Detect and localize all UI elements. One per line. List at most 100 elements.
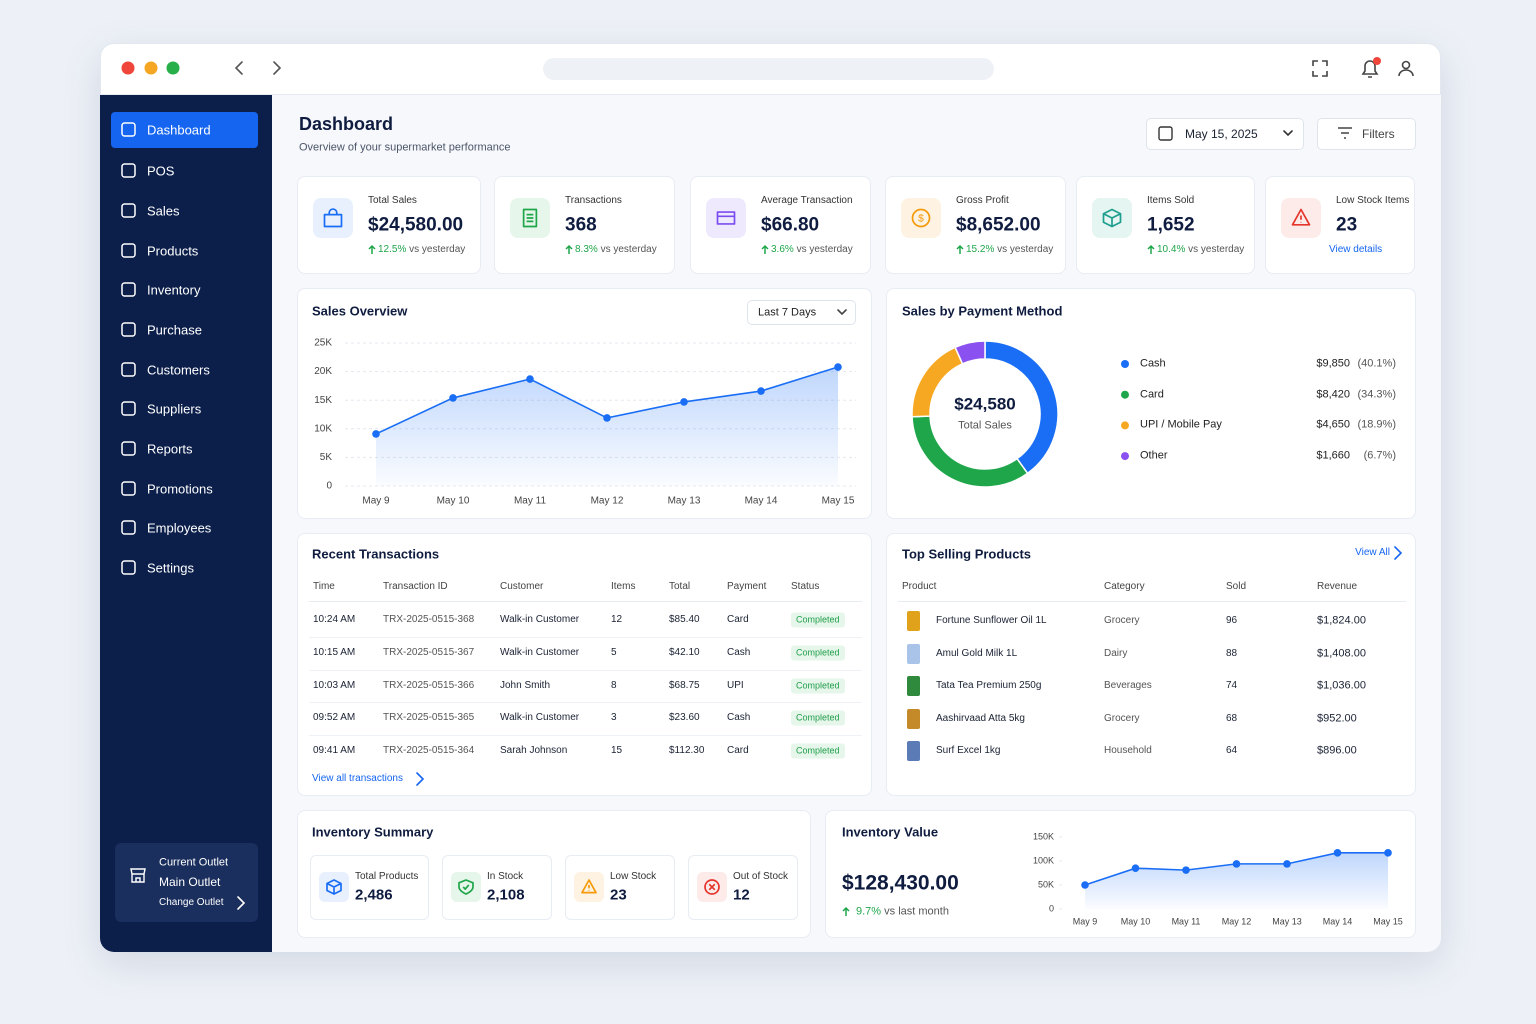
y-tick-label: 5K <box>320 452 333 463</box>
kpi-label: Total Sales <box>368 195 417 206</box>
icon <box>911 208 931 228</box>
legend-name: UPI / Mobile Pay <box>1140 418 1222 431</box>
table-header: Category <box>1104 581 1145 592</box>
notification-dot <box>1373 57 1381 65</box>
table-link[interactable]: View all transactions <box>312 773 403 784</box>
table-cell: 3 <box>611 712 617 724</box>
legend-amount: $1,660 <box>1316 449 1350 462</box>
legend-percent: (18.9%) <box>1357 418 1396 431</box>
table-cell: Household <box>1104 745 1152 756</box>
table-cell: $112.30 <box>669 745 705 757</box>
kpi-link[interactable]: View details <box>1329 244 1383 255</box>
nav-item[interactable]: Employees <box>147 520 212 536</box>
icon <box>716 211 736 225</box>
inventory-value: $128,430.00 <box>842 871 959 895</box>
table-header: Items <box>611 581 636 592</box>
up-arrow <box>842 906 850 916</box>
up-arrow <box>761 244 769 254</box>
card-title: Sales Overview <box>312 303 408 319</box>
nav-icon <box>121 243 136 258</box>
legend-amount: $4,650 <box>1316 418 1350 431</box>
row-divider <box>309 735 862 737</box>
card-link[interactable]: View All <box>1355 547 1390 558</box>
user-icon <box>1401 60 1411 70</box>
legend-percent: (6.7%) <box>1363 449 1396 462</box>
nav-item[interactable]: Products <box>147 243 199 259</box>
card-title: Inventory Summary <box>312 824 434 840</box>
legend-amount: $8,420 <box>1316 388 1350 401</box>
x-tick-label: May 15 <box>822 496 855 507</box>
point <box>449 394 457 402</box>
nav-item[interactable]: Inventory <box>147 282 201 298</box>
icon: $ <box>918 214 924 225</box>
table-cell: Tata Tea Premium 250g <box>936 680 1042 691</box>
donut-total: $24,580 <box>954 394 1016 414</box>
x-tick-label: May 14 <box>745 496 778 507</box>
chevron <box>416 772 425 786</box>
summary-value: 23 <box>610 886 627 904</box>
nav-item[interactable]: Dashboard <box>147 122 211 138</box>
window-dot <box>121 61 135 75</box>
donut-segment <box>954 340 986 365</box>
kpi-change-value: 12.5% <box>378 244 407 255</box>
nav-icon <box>121 122 136 137</box>
table-divider <box>309 601 862 602</box>
outlet-label: Current Outlet <box>159 856 229 869</box>
icon <box>708 883 716 891</box>
titlebar-divider <box>100 94 1441 95</box>
nav-item[interactable]: Purchase <box>147 322 202 338</box>
nav-item[interactable]: Reports <box>147 441 193 457</box>
table-cell: Beverages <box>1104 680 1152 691</box>
nav-icon <box>121 362 136 377</box>
table-cell: 10:03 AM <box>313 679 356 691</box>
icon <box>323 208 343 228</box>
kpi-value: $24,580.00 <box>368 214 464 236</box>
nav-item[interactable]: Settings <box>147 560 194 576</box>
y-tick-label: 0 <box>1049 903 1054 913</box>
legend-name: Cash <box>1140 357 1166 370</box>
user-icon <box>1398 69 1414 77</box>
y-tick-label: 150K <box>1033 831 1054 841</box>
table-cell: TRX-2025-0515-366 <box>383 679 475 691</box>
nav-item[interactable]: Promotions <box>147 481 213 497</box>
url-bar <box>543 58 994 80</box>
table-cell: Card <box>727 614 749 625</box>
point <box>834 363 842 371</box>
nav-item[interactable]: Customers <box>147 362 210 378</box>
x-tick-label: May 11 <box>1172 916 1201 926</box>
outlet-action[interactable]: Change Outlet <box>159 897 224 908</box>
y-tick-label: 100K <box>1033 855 1054 865</box>
legend-dot <box>1121 421 1129 430</box>
filter-icon <box>1338 127 1352 139</box>
table-cell: TRX-2025-0515-368 <box>383 614 475 625</box>
filters-button[interactable] <box>1317 118 1416 150</box>
status-pill: Completed <box>791 678 845 694</box>
donut-total-label: Total Sales <box>958 419 1012 432</box>
table-cell: $85.40 <box>669 614 700 625</box>
bell-icon <box>1361 60 1379 78</box>
nav-icon <box>121 520 136 535</box>
kpi-change-note: vs yesterday <box>409 244 466 255</box>
table-cell: 68 <box>1226 712 1238 724</box>
point <box>1232 860 1241 868</box>
y-tick-label: 25K <box>314 338 332 349</box>
table-cell: 15 <box>611 745 623 757</box>
point <box>1333 849 1342 857</box>
inventory-change-value: 9.7% <box>856 905 882 918</box>
nav-item[interactable]: Suppliers <box>147 401 202 417</box>
kpi-change-value: 10.4% <box>1157 244 1186 255</box>
x-tick-label: May 10 <box>1121 916 1151 926</box>
x-tick-label: May 13 <box>668 496 701 507</box>
point <box>680 398 688 406</box>
nav-item[interactable]: Sales <box>147 203 180 219</box>
legend-amount: $9,850 <box>1316 357 1350 370</box>
range-dropdown[interactable] <box>747 300 856 325</box>
summary-label: Total Products <box>355 871 419 882</box>
nav-icon <box>121 282 136 297</box>
table-cell: Fortune Sunflower Oil 1L <box>936 615 1047 626</box>
outlet-name: Main Outlet <box>159 875 221 889</box>
x-tick-label: May 10 <box>437 496 470 507</box>
nav-item[interactable]: POS <box>147 163 175 179</box>
product-thumb <box>907 643 920 664</box>
